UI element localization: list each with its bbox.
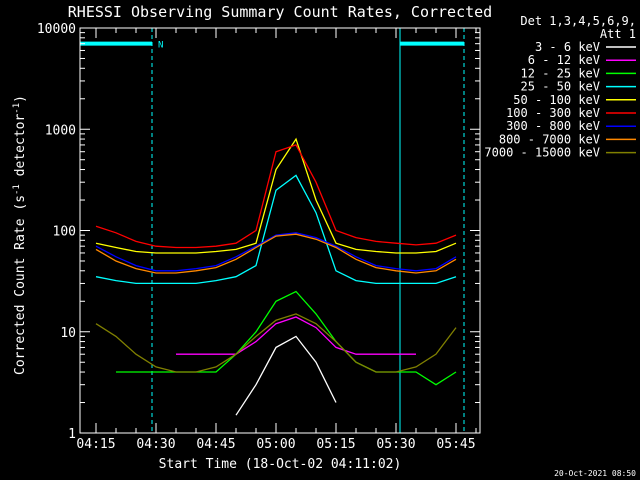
series-line bbox=[95, 144, 457, 249]
legend-header-line1: Det 1,3,4,5,6,9, bbox=[520, 14, 636, 28]
legend-entry-label: 12 - 25 keV bbox=[521, 66, 600, 80]
series-line bbox=[95, 313, 457, 373]
y-tick-label: 10 bbox=[60, 326, 76, 341]
y-axis-label-end: ) bbox=[13, 95, 28, 103]
x-tick-label: 05:30 bbox=[376, 437, 415, 452]
y-axis-label-sup2: -1 bbox=[12, 103, 22, 114]
y-tick-label: 1000 bbox=[45, 123, 76, 138]
legend-entry-label: 300 - 800 keV bbox=[506, 119, 600, 133]
y-tick-label: 1 bbox=[68, 427, 76, 442]
y-axis-label-main: Corrected Count Rate (s bbox=[13, 195, 28, 375]
y-axis-label-mid: detector bbox=[13, 114, 28, 185]
legend-entry-label: 800 - 7000 keV bbox=[499, 132, 600, 146]
series-layer bbox=[95, 137, 457, 416]
x-tick-label: 05:45 bbox=[436, 437, 475, 452]
chart-title: RHESSI Observing Summary Count Rates, Co… bbox=[68, 3, 492, 21]
y-axis-label: Corrected Count Rate (s-1 detector-1) bbox=[12, 95, 28, 375]
x-tick-label: 05:00 bbox=[256, 437, 295, 452]
series-line bbox=[95, 232, 457, 272]
legend-entry-label: 6 - 12 keV bbox=[528, 53, 600, 67]
series-line bbox=[235, 335, 337, 416]
legend-header-line2: Att 1 bbox=[600, 27, 636, 41]
series-line bbox=[95, 233, 457, 274]
series-line bbox=[95, 137, 457, 254]
night-label: N bbox=[158, 41, 163, 51]
x-tick-label: 05:15 bbox=[316, 437, 355, 452]
x-axis-label: Start Time (18-Oct-02 04:11:02) bbox=[159, 457, 402, 472]
x-tick-label: 04:15 bbox=[76, 437, 115, 452]
legend-entry-label: 100 - 300 keV bbox=[506, 106, 600, 120]
y-axis-label-sup1: -1 bbox=[12, 184, 22, 195]
timestamp: 20-Oct-2021 08:50 bbox=[554, 469, 636, 478]
x-tick-label: 04:30 bbox=[136, 437, 175, 452]
legend-entry-label: 50 - 100 keV bbox=[513, 93, 600, 107]
series-line bbox=[176, 316, 416, 355]
x-axis: 04:15 04:30 04:45 05:00 05:15 05:30 05:45 bbox=[76, 28, 477, 452]
series-line bbox=[116, 290, 457, 386]
legend-entry-label: 3 - 6 keV bbox=[535, 40, 600, 54]
legend-entry-label: 25 - 50 keV bbox=[521, 80, 600, 94]
x-tick-label: 04:45 bbox=[196, 437, 235, 452]
series-line bbox=[95, 174, 457, 285]
y-tick-label: 100 bbox=[53, 225, 76, 240]
y-axis: 1 10 100 1000 10000 bbox=[37, 22, 480, 442]
y-tick-label: 10000 bbox=[37, 22, 76, 37]
legend-entry-label: 7000 - 15000 keV bbox=[484, 146, 600, 160]
